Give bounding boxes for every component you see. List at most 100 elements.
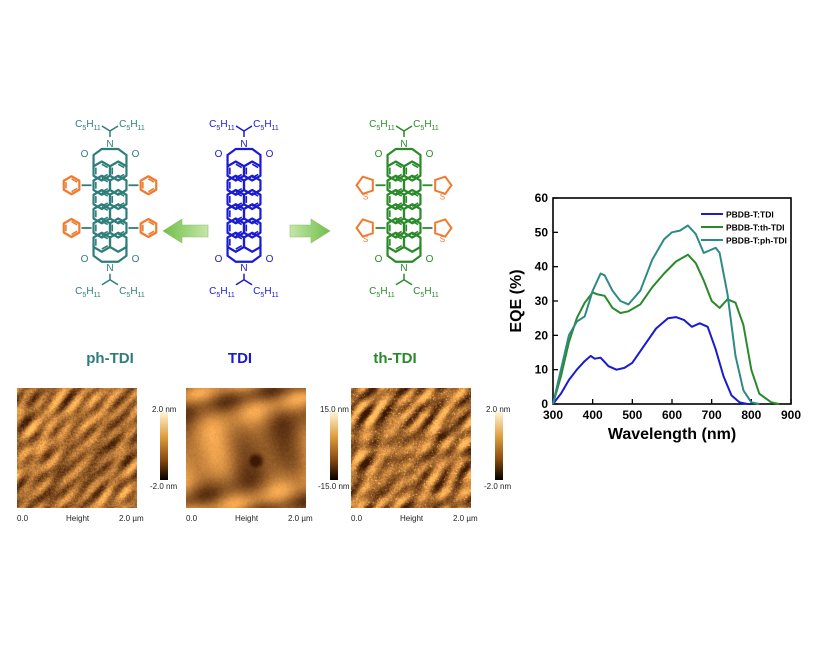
afm-x-start: 0.0 (186, 514, 198, 523)
series-line-pbdb-t-th-tdi (552, 253, 780, 405)
double-bond (101, 220, 109, 226)
oxygen-atom: O (375, 254, 383, 265)
legend-entry: PBDB-T:th-TDI (726, 223, 785, 233)
legend-entry: PBDB-T:TDI (726, 210, 774, 220)
oxygen-atom: O (266, 149, 274, 160)
x-tick-label: 900 (781, 408, 801, 422)
alkyl-chain-label: C5H11 (119, 286, 145, 299)
arrow-right-icon (289, 218, 331, 244)
double-bond (148, 178, 155, 183)
nitrogen-atom: N (106, 139, 113, 150)
branch-bond (101, 273, 119, 286)
y-tick-label: 10 (535, 363, 549, 377)
double-bond (71, 230, 78, 236)
afm-x-end: 2.0 µm (288, 514, 313, 523)
oxygen-atom: O (215, 149, 223, 160)
oxygen-atom: O (215, 254, 223, 265)
aromatic-ring (402, 188, 422, 211)
branch-bond (395, 125, 413, 137)
alkyl-chain-label: C5H11 (369, 286, 395, 299)
afm-scale-bottom: -2.0 nm (484, 482, 512, 491)
double-bond (411, 220, 419, 226)
branch-bond (235, 125, 253, 137)
aromatic-ring (402, 217, 422, 239)
molecule-label-th-tdi: th-TDI (373, 350, 417, 367)
thiophene-ring (434, 218, 453, 238)
aromatic-ring (62, 217, 81, 239)
alkyl-chain-label: C5H11 (369, 119, 395, 132)
alkyl-chain-label: C5H11 (209, 119, 235, 132)
chart-series (552, 224, 780, 405)
double-bond (395, 177, 403, 183)
double-bond (235, 191, 243, 197)
double-bond (235, 220, 243, 226)
x-tick-label: 600 (662, 408, 682, 422)
double-bond (101, 234, 109, 240)
x-tick-label: 800 (741, 408, 761, 422)
double-bond (117, 191, 125, 197)
afm-colorbar-3 (495, 412, 503, 480)
double-bond (117, 163, 125, 169)
alkyl-chain-label: C5H11 (413, 286, 439, 299)
afm-scale-top: 2.0 nm (486, 405, 511, 414)
afm-x-title: Height (400, 514, 424, 523)
oxygen-atom: O (81, 254, 89, 265)
aromatic-ring (242, 217, 262, 239)
double-bond (251, 191, 259, 197)
afm-x-end: 2.0 µm (119, 514, 144, 523)
double-bond (395, 244, 403, 250)
y-tick-label: 60 (535, 191, 549, 205)
nitrogen-atom: N (400, 139, 407, 150)
double-bond (235, 244, 243, 250)
y-tick-label: 40 (535, 260, 549, 274)
afm-colorbar-2 (330, 412, 338, 480)
double-bond (148, 230, 155, 236)
oxygen-atom: O (426, 254, 434, 265)
imide-ring-top (226, 147, 262, 167)
thiophene-ring (355, 218, 374, 238)
afm-x-title: Height (235, 514, 259, 523)
afm-image-tdi (186, 388, 306, 508)
thiophene-ring (434, 175, 453, 195)
imide-ring-top (92, 147, 128, 167)
nitrogen-atom: N (240, 263, 247, 274)
branch-bond (395, 273, 413, 286)
aromatic-ring (108, 174, 128, 196)
imide-ring-bottom (226, 243, 262, 263)
double-bond (71, 187, 78, 193)
oxygen-atom: O (81, 149, 89, 160)
double-bond (71, 178, 78, 183)
double-bond (148, 220, 155, 226)
alkyl-chain-label: C5H11 (209, 286, 235, 299)
double-bond (235, 234, 243, 240)
nitrogen-atom: N (240, 139, 247, 150)
afm-image-th-tdi (351, 388, 471, 508)
aromatic-ring (108, 188, 128, 211)
double-bond (395, 163, 403, 169)
double-bond (235, 177, 243, 183)
double-bond (251, 220, 259, 226)
y-tick-label: 30 (535, 294, 549, 308)
afm-x-start: 0.0 (351, 514, 363, 523)
aromatic-ring (242, 174, 262, 196)
imide-ring-bottom (92, 243, 128, 263)
alkyl-chain-label: C5H11 (253, 286, 279, 299)
double-bond (101, 163, 109, 169)
alkyl-chain-label: C5H11 (75, 119, 101, 132)
double-bond (235, 163, 243, 169)
aromatic-ring (242, 231, 262, 253)
x-tick-label: 700 (702, 408, 722, 422)
aromatic-ring (108, 203, 128, 225)
double-bond (117, 220, 125, 226)
arrow-left-icon (162, 218, 209, 244)
branch-bond (235, 273, 253, 286)
double-bond (395, 220, 403, 226)
double-bond (411, 163, 419, 169)
afm-x-start: 0.0 (17, 514, 29, 523)
molecule-label-ph-tdi: ph-TDI (86, 350, 134, 367)
oxygen-atom: O (132, 149, 140, 160)
afm-scale-top: 2.0 nm (152, 405, 177, 414)
aromatic-ring (139, 175, 158, 196)
x-tick-label: 500 (622, 408, 642, 422)
sulfur-atom: S (363, 192, 368, 201)
